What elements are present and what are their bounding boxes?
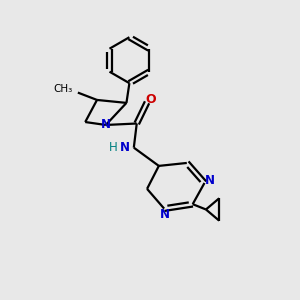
Text: N: N	[160, 208, 170, 221]
Text: H: H	[109, 141, 118, 154]
Text: N: N	[119, 141, 129, 154]
Text: N: N	[205, 173, 215, 187]
Text: CH₃: CH₃	[53, 84, 73, 94]
Text: N: N	[101, 118, 111, 131]
Text: O: O	[145, 93, 156, 106]
